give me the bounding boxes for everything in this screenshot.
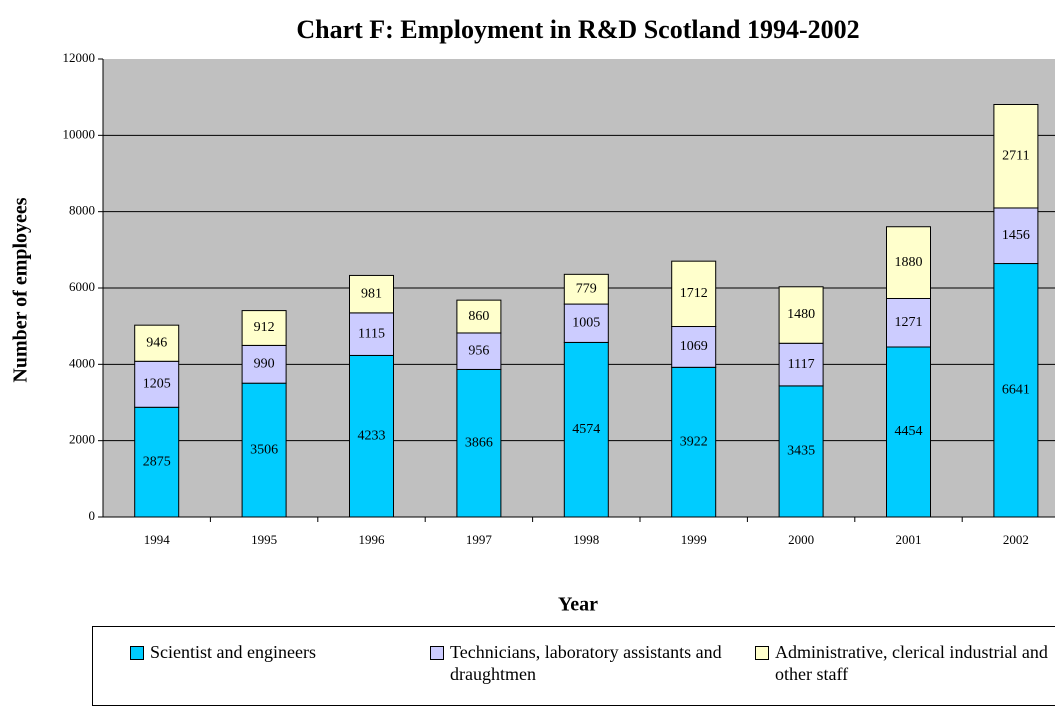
bar-segment [241, 344, 287, 384]
x-tick-label: 2000 [788, 532, 814, 547]
legend-label: Technicians, laboratory assistants and d… [450, 642, 722, 684]
data-label: 860 [468, 309, 489, 324]
data-label: 3506 [250, 442, 278, 457]
x-tick-label: 2001 [896, 532, 922, 547]
bar-segment [886, 226, 931, 299]
x-tick-label: 1998 [573, 532, 599, 547]
data-label: 990 [254, 357, 275, 372]
bar-segment [456, 299, 502, 334]
data-label: 912 [254, 320, 275, 335]
legend-swatch [130, 646, 144, 660]
data-label: 3435 [787, 444, 815, 459]
x-tick-label: 2002 [1003, 532, 1029, 547]
data-label: 956 [468, 343, 489, 358]
data-label: 1712 [680, 286, 708, 301]
data-label: 1117 [788, 357, 815, 372]
y-tick-label: 8000 [69, 203, 95, 218]
bar-segment [134, 324, 180, 362]
legend-swatch [430, 646, 444, 660]
bar-segment [993, 103, 1039, 209]
data-label: 3866 [465, 435, 493, 450]
data-label: 1205 [143, 376, 171, 391]
data-label: 1480 [787, 307, 815, 322]
bar-segment [993, 207, 1039, 265]
chart-title: Chart F: Employment in R&D Scotland 1994… [296, 15, 859, 44]
bar-segment [671, 326, 717, 368]
data-label: 779 [576, 281, 597, 296]
legend-swatch [755, 646, 769, 660]
bar-segment [886, 297, 931, 348]
y-tick-label: 12000 [63, 50, 96, 65]
bar-segment [456, 368, 502, 518]
page: Chart F: Employment in R&D Scotland 1994… [9, 14, 1055, 706]
data-label: 1271 [895, 315, 923, 330]
data-label: 3922 [680, 434, 708, 449]
data-label: 981 [361, 286, 382, 301]
legend: Scientist and engineers Technicians, labo… [92, 626, 1055, 706]
bar-segment [563, 273, 609, 305]
data-label: 4454 [895, 424, 923, 439]
x-tick-label: 1994 [144, 532, 171, 547]
legend-item: Scientist and engineers [130, 641, 410, 663]
data-label: 2711 [1002, 148, 1029, 163]
legend-item: Administrative, clerical industrial and … [755, 641, 1055, 685]
x-axis-label: Year [558, 594, 598, 616]
bar-segment [778, 342, 824, 387]
bar-segment [349, 274, 394, 314]
bar-segment [563, 303, 609, 343]
y-tick-label: 4000 [69, 355, 95, 370]
x-tick-label: 1995 [251, 532, 277, 547]
legend-label: Administrative, clerical industrial and … [775, 642, 1048, 684]
legend-label: Scientist and engineers [150, 642, 316, 662]
data-label: 4574 [572, 422, 600, 437]
data-label: 6641 [1002, 382, 1030, 397]
data-label: 1880 [895, 255, 923, 270]
data-label: 1115 [358, 326, 385, 341]
bar-segment [886, 346, 931, 518]
y-tick-label: 6000 [69, 279, 95, 294]
y-axis-label: Number of employees [10, 197, 32, 382]
bar-segment [671, 260, 717, 328]
bar-segment [241, 382, 287, 518]
bar-segment [778, 385, 824, 518]
chart: Chart F: Employment in R&D Scotland 1994… [10, 15, 1055, 616]
bar-segment [778, 286, 824, 344]
data-label: 2875 [143, 454, 171, 469]
y-tick-label: 2000 [69, 432, 95, 447]
y-tick-label: 10000 [63, 126, 96, 141]
legend-item: Technicians, laboratory assistants and d… [430, 641, 730, 685]
bar-segment [349, 354, 394, 518]
bar-segment [241, 310, 287, 346]
bar-segment [563, 341, 609, 518]
data-label: 1005 [572, 315, 600, 330]
data-label: 1069 [680, 339, 708, 354]
y-tick-label: 0 [89, 508, 96, 523]
data-label: 4233 [358, 428, 386, 443]
x-tick-label: 1999 [681, 532, 707, 547]
x-tick-label: 1996 [359, 532, 386, 547]
data-label: 1456 [1002, 228, 1030, 243]
data-label: 946 [146, 335, 167, 350]
bar-segment [349, 312, 394, 356]
x-tick-label: 1997 [466, 532, 493, 547]
bar-segment [993, 263, 1039, 518]
